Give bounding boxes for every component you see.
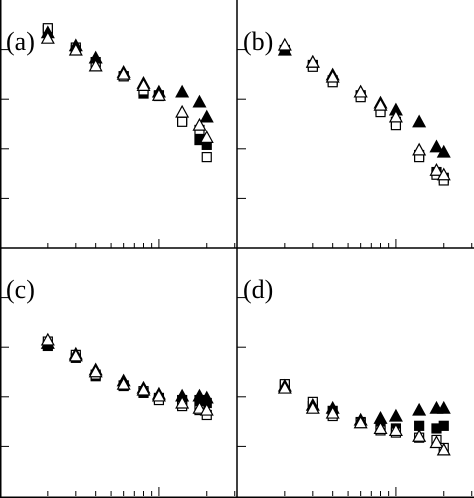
triangle-marker <box>429 139 444 153</box>
triangle-marker <box>412 142 427 156</box>
triangle-marker <box>116 376 131 390</box>
panel-label: (c) <box>6 275 35 304</box>
square-marker <box>438 420 449 431</box>
triangle-marker <box>40 30 55 44</box>
triangle-marker <box>88 58 103 72</box>
triangle-marker <box>277 37 292 51</box>
triangle-marker <box>388 408 403 422</box>
triangle-marker <box>88 364 103 378</box>
triangle-marker <box>40 332 55 346</box>
square-marker <box>201 152 212 163</box>
triangle-marker <box>192 117 207 131</box>
square-marker <box>414 420 425 431</box>
triangle-marker <box>325 405 340 419</box>
triangle-marker <box>151 388 166 402</box>
triangle-marker <box>175 395 190 409</box>
triangle-marker <box>412 429 427 442</box>
triangle-marker <box>277 380 292 394</box>
triangle-marker <box>373 421 388 435</box>
triangle-marker <box>136 382 151 396</box>
triangle-marker <box>199 402 214 416</box>
triangle-marker <box>68 348 83 362</box>
triangle-marker <box>436 442 451 456</box>
triangle-marker <box>353 415 368 429</box>
square-marker <box>177 116 188 127</box>
triangle-marker <box>175 104 190 118</box>
triangle-marker <box>388 423 403 437</box>
triangle-marker <box>373 97 388 111</box>
triangle-marker <box>325 69 340 83</box>
triangle-marker <box>192 94 207 108</box>
triangle-marker <box>412 114 427 128</box>
triangle-marker <box>68 42 83 56</box>
triangle-marker <box>136 78 151 91</box>
panel-label: (d) <box>243 275 273 304</box>
triangle-marker <box>436 144 451 158</box>
triangle-marker <box>192 400 207 414</box>
triangle-marker <box>116 66 131 80</box>
triangle-marker <box>429 435 444 449</box>
triangle-marker <box>175 84 190 98</box>
triangle-marker <box>151 88 166 101</box>
triangle-marker <box>436 400 451 414</box>
triangle-marker <box>305 54 320 68</box>
triangle-marker <box>388 109 403 123</box>
triangle-marker <box>353 84 368 98</box>
triangle-marker <box>199 109 214 123</box>
panel-label: (a) <box>6 27 35 56</box>
triangle-marker <box>412 402 427 416</box>
triangle-marker <box>199 130 214 143</box>
panel-label: (b) <box>243 27 273 56</box>
triangle-marker <box>429 162 444 176</box>
triangle-marker <box>305 400 320 414</box>
triangle-marker <box>436 167 451 181</box>
